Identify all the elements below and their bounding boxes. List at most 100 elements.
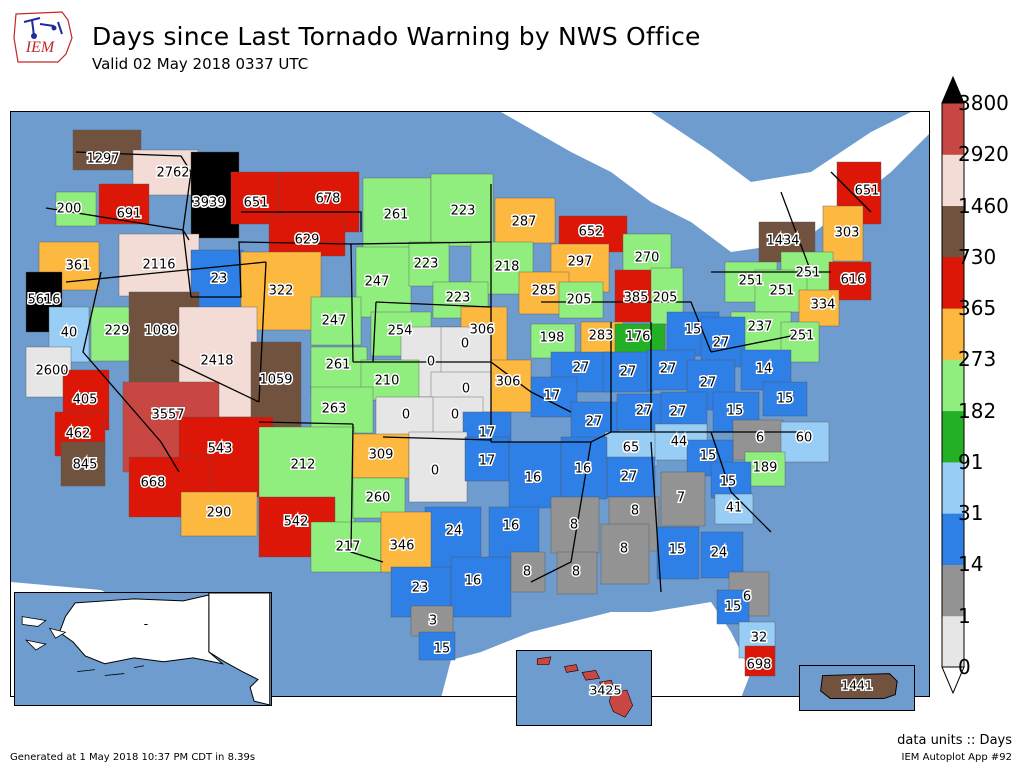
colorbar <box>940 75 970 695</box>
office-value-label: 678 <box>316 192 341 207</box>
office-value-label: 16 <box>503 519 520 534</box>
office-value-label: 217 <box>336 540 361 555</box>
office-value-label: 27 <box>620 365 637 380</box>
colorbar-tick-label: 365 <box>958 296 997 321</box>
office-value-label: 306 <box>470 323 495 338</box>
office-value-label: 60 <box>796 431 813 446</box>
office-value-label: 15 <box>700 449 717 464</box>
office-value-label: 27 <box>713 336 730 351</box>
colorbar-bin-6 <box>942 308 964 360</box>
office-value-label: 1297 <box>86 152 119 167</box>
office-region-100 <box>488 506 540 560</box>
office-value-label: 346 <box>390 539 415 554</box>
office-value-label: 2418 <box>200 354 233 369</box>
puerto-rico-value: 1441 <box>841 678 873 693</box>
office-value-label: 845 <box>73 458 98 473</box>
office-value-label: 261 <box>384 208 409 223</box>
office-region-10 <box>494 197 556 244</box>
office-value-label: 15 <box>434 642 451 657</box>
office-region-21 <box>408 241 450 287</box>
office-value-label: 23 <box>412 581 429 596</box>
office-region-101 <box>310 521 382 573</box>
office-value-label: 17 <box>479 454 496 469</box>
office-value-label: 297 <box>568 255 593 270</box>
office-value-label: 210 <box>375 374 400 389</box>
office-region-109 <box>510 551 546 593</box>
office-value-label: 698 <box>747 658 772 673</box>
app-footer: IEM Autoplot App #92 <box>901 752 1012 763</box>
office-region-83 <box>464 436 510 482</box>
office-region-7 <box>268 215 346 257</box>
office-value-label: 1434 <box>766 234 799 249</box>
office-value-label: 23 <box>211 272 228 287</box>
office-region-0 <box>72 129 142 171</box>
office-value-label: 251 <box>739 274 764 289</box>
colorbar-tick-label: 91 <box>958 449 984 474</box>
office-value-label: 65 <box>623 441 640 456</box>
office-value-label: 290 <box>207 506 232 521</box>
office-value-label: 5616 <box>27 293 60 308</box>
office-value-label: 24 <box>446 524 463 539</box>
office-region-56 <box>490 359 532 413</box>
colorbar-tick-label: 730 <box>958 244 997 269</box>
office-value-label: 2600 <box>35 364 68 379</box>
office-value-label: 691 <box>117 207 142 222</box>
office-value-label: 205 <box>653 291 678 306</box>
alaska-inset-svg: - <box>21 593 271 705</box>
colorbar-bin-1 <box>942 564 964 617</box>
office-region-8 <box>362 177 432 249</box>
iem-logo: IEM <box>10 8 76 66</box>
office-value-label: 361 <box>66 259 91 274</box>
colorbar-tick-label: 3800 <box>958 91 1009 115</box>
office-region-28 <box>754 269 808 313</box>
office-value-label: 27 <box>700 376 717 391</box>
office-value-label: 229 <box>105 324 130 339</box>
office-value-label: 8 <box>523 565 531 580</box>
office-value-label: 237 <box>748 320 773 335</box>
office-value-label: 285 <box>532 284 557 299</box>
office-value-label: 27 <box>586 415 603 430</box>
office-region-96 <box>714 493 754 525</box>
office-value-label: 6 <box>756 431 764 446</box>
office-polygons <box>25 129 882 677</box>
office-value-label: 334 <box>811 298 836 313</box>
office-value-label: 223 <box>451 204 476 219</box>
office-value-label: 27 <box>660 362 677 377</box>
office-value-label: 24 <box>711 546 728 561</box>
office-value-label: 251 <box>770 284 795 299</box>
office-value-label: 15 <box>777 392 794 407</box>
colorbar-tick-label: 1 <box>958 603 971 628</box>
office-region-64 <box>310 386 374 434</box>
office-region-102 <box>380 511 432 573</box>
colorbar-tick-label: 14 <box>958 552 984 577</box>
office-region-94 <box>180 491 258 537</box>
colorbar-bin-10 <box>942 103 964 155</box>
office-region-89 <box>60 441 106 487</box>
office-region-103 <box>556 551 598 595</box>
office-value-label: 44 <box>671 435 688 450</box>
state-boundaries <box>45 151 872 593</box>
colorbar-bin-9 <box>942 154 964 207</box>
office-region-81 <box>352 433 410 479</box>
office-value-label: 6 <box>743 590 751 605</box>
office-region-48 <box>700 316 746 368</box>
office-value-label: 651 <box>855 184 880 199</box>
colorbar-tick-label: 2920 <box>958 142 1009 167</box>
office-value-label: 198 <box>540 331 565 346</box>
office-value-label: 15 <box>725 600 742 615</box>
office-value-label: 3939 <box>192 196 225 211</box>
office-value-label: 189 <box>753 461 778 476</box>
office-value-label: 3 <box>429 614 437 629</box>
office-value-label: 8 <box>570 518 578 533</box>
office-value-label: 218 <box>495 260 520 275</box>
office-value-label: 27 <box>670 405 687 420</box>
office-value-label: 17 <box>479 426 496 441</box>
office-value-label: 652 <box>579 225 604 240</box>
office-region-52 <box>440 326 492 376</box>
office-value-label: 27 <box>636 404 653 419</box>
office-value-label: 7 <box>677 491 685 506</box>
logo-text: IEM <box>25 39 56 56</box>
office-value-label: 306 <box>496 375 521 390</box>
office-region-115 <box>418 631 456 661</box>
